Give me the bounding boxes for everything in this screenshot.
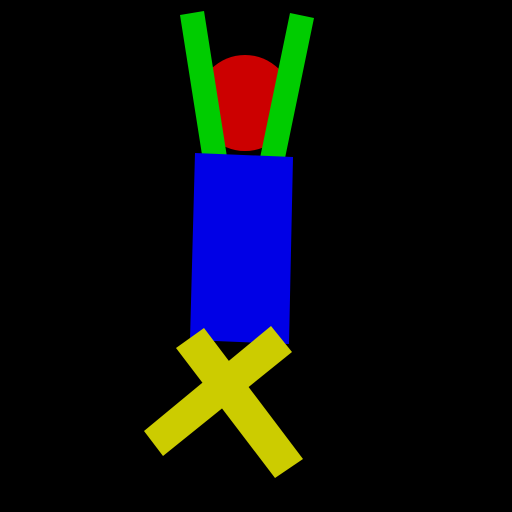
right-leg <box>144 326 292 456</box>
torso <box>190 153 293 344</box>
right-arm <box>260 13 314 163</box>
left-arm <box>180 11 227 161</box>
left-leg <box>176 328 303 478</box>
